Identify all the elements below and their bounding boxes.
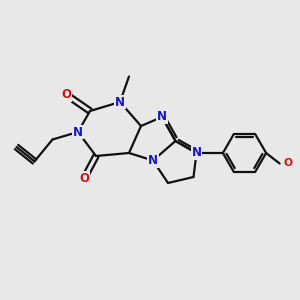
Text: O: O [61, 88, 71, 101]
Text: N: N [73, 125, 83, 139]
Text: O: O [79, 172, 89, 185]
Text: N: N [191, 146, 202, 160]
Text: O: O [284, 158, 292, 168]
Text: N: N [148, 154, 158, 167]
Text: N: N [115, 95, 125, 109]
Text: N: N [157, 110, 167, 124]
